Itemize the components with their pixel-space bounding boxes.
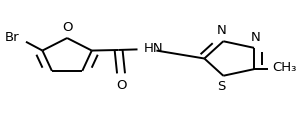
Text: S: S bbox=[217, 80, 226, 93]
Text: O: O bbox=[62, 21, 72, 34]
Text: Br: Br bbox=[5, 31, 20, 44]
Text: N: N bbox=[251, 31, 260, 44]
Text: N: N bbox=[217, 24, 227, 37]
Text: CH₃: CH₃ bbox=[272, 62, 297, 75]
Text: O: O bbox=[116, 79, 126, 92]
Text: HN: HN bbox=[144, 42, 163, 55]
